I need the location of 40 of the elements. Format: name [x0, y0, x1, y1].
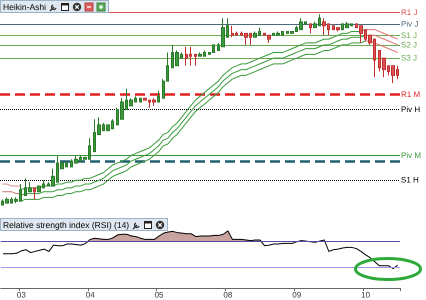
ref-line-label: S2 J [401, 40, 418, 50]
ref-line-label: S1 J [401, 30, 418, 40]
candlestick [139, 98, 142, 103]
candlestick [189, 46, 192, 66]
ref-line-label: R1 J [401, 8, 418, 17]
chart-title: Relative strength index (RSI) (14) [3, 220, 130, 230]
candlestick [267, 34, 271, 44]
candlestick [198, 52, 202, 57]
candlestick [276, 30, 280, 36]
candlestick [231, 25, 234, 38]
candlestick [345, 21, 349, 28]
ref-line-label: S3 J [401, 54, 418, 63]
x-tick-label: 05 [154, 290, 164, 300]
candlestick [359, 25, 363, 44]
chart-title: Heikin-Ashi [3, 2, 46, 12]
x-tick-label: 04 [86, 290, 96, 300]
candlestick [212, 44, 215, 53]
candlestick [33, 187, 36, 200]
x-tick-label: 09 [292, 290, 302, 300]
candlestick [391, 65, 395, 84]
x-tick-label: 08 [223, 290, 233, 300]
candlestick [152, 98, 156, 106]
candlestick [221, 18, 225, 48]
ref-line-label: Piv H [401, 105, 420, 114]
candlestick [253, 30, 257, 38]
candlestick [244, 32, 248, 46]
candlestick [5, 196, 9, 204]
candlestick [336, 27, 340, 32]
x-tick-label: 10 [361, 290, 371, 300]
ref-line-label: Piv M [401, 150, 422, 160]
ref-line-label: Piv J [401, 19, 418, 28]
ref-line-label: S1 H [401, 176, 420, 185]
candlestick [157, 90, 160, 103]
candlestick [322, 18, 326, 36]
candlestick [299, 18, 303, 30]
candlestick [309, 23, 312, 34]
candlestick [185, 46, 188, 66]
x-tick-label: 03 [16, 290, 26, 300]
candlestick [194, 54, 197, 66]
ref-line-label: R1 M [401, 90, 420, 99]
